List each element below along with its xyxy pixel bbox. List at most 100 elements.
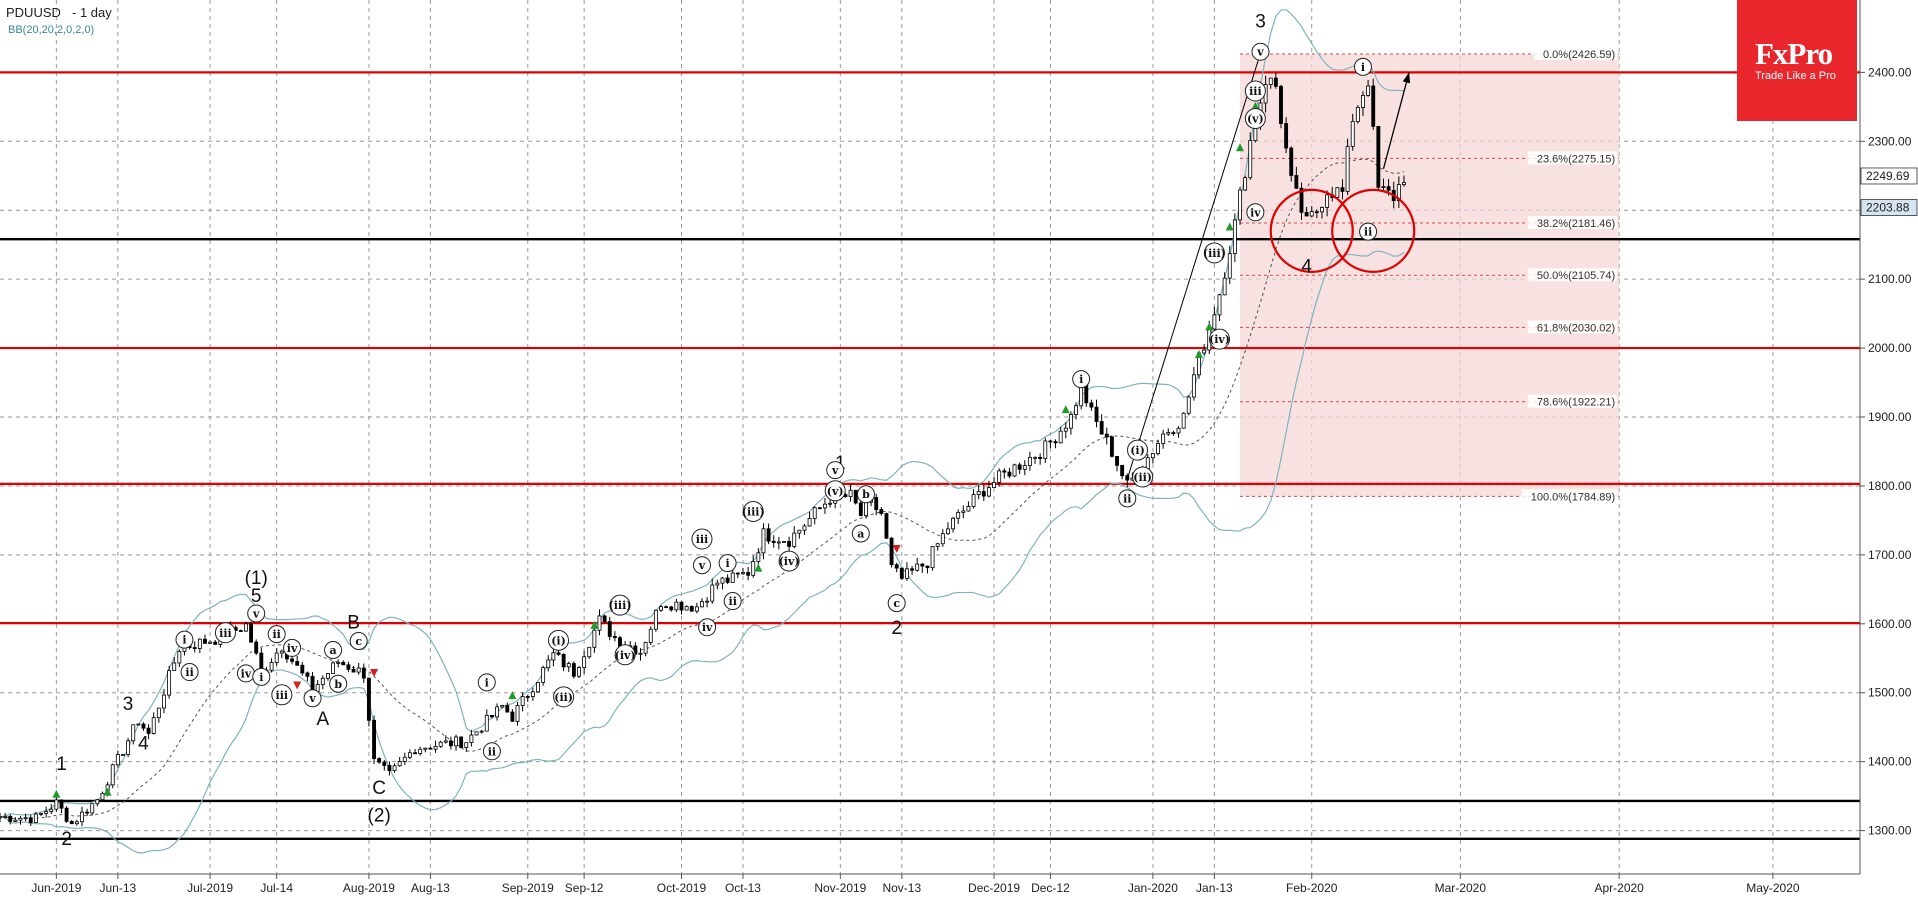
x-tick-label: Oct-2019: [657, 881, 707, 895]
candle-body: [823, 503, 827, 509]
candle-body: [1314, 211, 1319, 214]
wave-label-circle: [1244, 108, 1266, 130]
candle-body: [1171, 432, 1176, 434]
candle-body: [310, 675, 315, 692]
candle-body: [817, 507, 822, 510]
candle-body: [612, 636, 617, 639]
candle-body: [28, 817, 33, 823]
wave-label: i: [1361, 61, 1365, 74]
wave-label: (i): [1130, 444, 1145, 457]
wave-label: iv: [241, 667, 252, 680]
wave-label-circle: [856, 485, 875, 504]
candle-body: [689, 606, 694, 612]
indicator-label: BB(20,20,2,0,2,0): [8, 24, 94, 36]
x-tick-label: Jan-2020: [1128, 881, 1178, 895]
candle-body: [469, 734, 474, 744]
candle-body: [643, 642, 648, 654]
chart-symbol: PDUUSD: [6, 5, 61, 20]
candle-body: [121, 754, 125, 756]
wave-label-circle: [477, 673, 496, 692]
y-tick-label: 1900.00: [1868, 410, 1912, 424]
candle-body: [966, 506, 971, 512]
candle-body: [151, 717, 156, 734]
candle-body: [1074, 405, 1078, 415]
candle-body: [1371, 85, 1376, 127]
wave-label: v: [308, 692, 316, 705]
candle-body: [1181, 412, 1186, 429]
current-price-label: 2249.69: [1866, 169, 1910, 183]
candle-body: [0, 816, 2, 819]
candle-body: [23, 817, 28, 820]
candle-body: [694, 606, 699, 612]
wave-label: (iii): [742, 505, 765, 518]
wave-label-circle: [1132, 466, 1154, 488]
signal-arrow-down: [370, 669, 379, 678]
candle-body: [351, 668, 356, 673]
wave-label: (2): [368, 806, 391, 827]
candle-body: [705, 600, 710, 603]
candle-body: [1002, 470, 1007, 473]
logo-brand: FxPro: [1755, 36, 1833, 71]
wave-label: (1): [245, 568, 268, 589]
candle-body: [853, 489, 858, 504]
x-tick-label: Nov-13: [882, 881, 921, 895]
candle-body: [346, 664, 351, 670]
signal-arrow-up: [508, 691, 517, 700]
candle-body: [766, 528, 771, 542]
candle-body: [587, 646, 592, 658]
candle-body: [69, 821, 74, 825]
wave-label: 4: [138, 733, 149, 754]
candle-body: [1335, 187, 1340, 198]
candle-body: [920, 563, 925, 567]
wave-label: (ii): [1133, 471, 1152, 484]
candle-body: [13, 819, 18, 822]
fib-label-bg: [1533, 47, 1618, 61]
candle-body: [1325, 194, 1330, 208]
candle-body: [1366, 85, 1371, 96]
candle-body: [1115, 455, 1119, 466]
candle-body: [192, 647, 197, 649]
candle-body: [141, 723, 146, 729]
x-tick-label: Nov-2019: [814, 881, 866, 895]
candle-body: [664, 606, 669, 609]
wave-label-circle: [609, 594, 631, 616]
candle-body: [238, 630, 243, 632]
wave-label: i: [182, 634, 186, 647]
candle-body: [372, 719, 376, 759]
trendline: [1126, 52, 1261, 480]
wave-label: (iv): [779, 555, 800, 568]
candle-body: [848, 489, 853, 498]
candle-body: [433, 745, 438, 750]
candle-body: [756, 552, 761, 562]
candle-body: [889, 537, 894, 566]
candle-body: [730, 572, 735, 583]
candle-body: [720, 577, 725, 584]
x-tick-label: Apr-2020: [1594, 881, 1644, 895]
projection-arrow-line: [1382, 72, 1410, 170]
candle-body: [735, 572, 740, 575]
wave-label-circle: [247, 604, 266, 623]
candle-body: [1320, 207, 1324, 213]
candle-body: [110, 764, 115, 786]
wave-label-circle: [824, 480, 846, 502]
wave-label: (ii): [554, 691, 573, 704]
x-tick-label: Dec-12: [1031, 881, 1070, 895]
signal-arrow-up: [754, 563, 763, 572]
fib-level-label: 0.0%(2426.59): [1543, 49, 1615, 61]
candle-body: [659, 606, 663, 611]
candle-body: [100, 792, 105, 801]
wave-label: a: [857, 527, 864, 540]
candle-body: [1402, 182, 1406, 185]
x-tick-label: Jan-13: [1196, 881, 1233, 895]
candle-body: [1212, 314, 1217, 330]
wave-label: iii: [696, 533, 709, 546]
candle-body: [85, 811, 90, 814]
candle-body: [1350, 121, 1355, 147]
wave-label-circle: [851, 524, 870, 543]
wave-label-circle: [614, 644, 636, 666]
candle-body: [1396, 184, 1401, 201]
signal-arrow-up: [1205, 322, 1214, 331]
candle-body: [1248, 140, 1253, 179]
candle-body: [382, 761, 387, 766]
